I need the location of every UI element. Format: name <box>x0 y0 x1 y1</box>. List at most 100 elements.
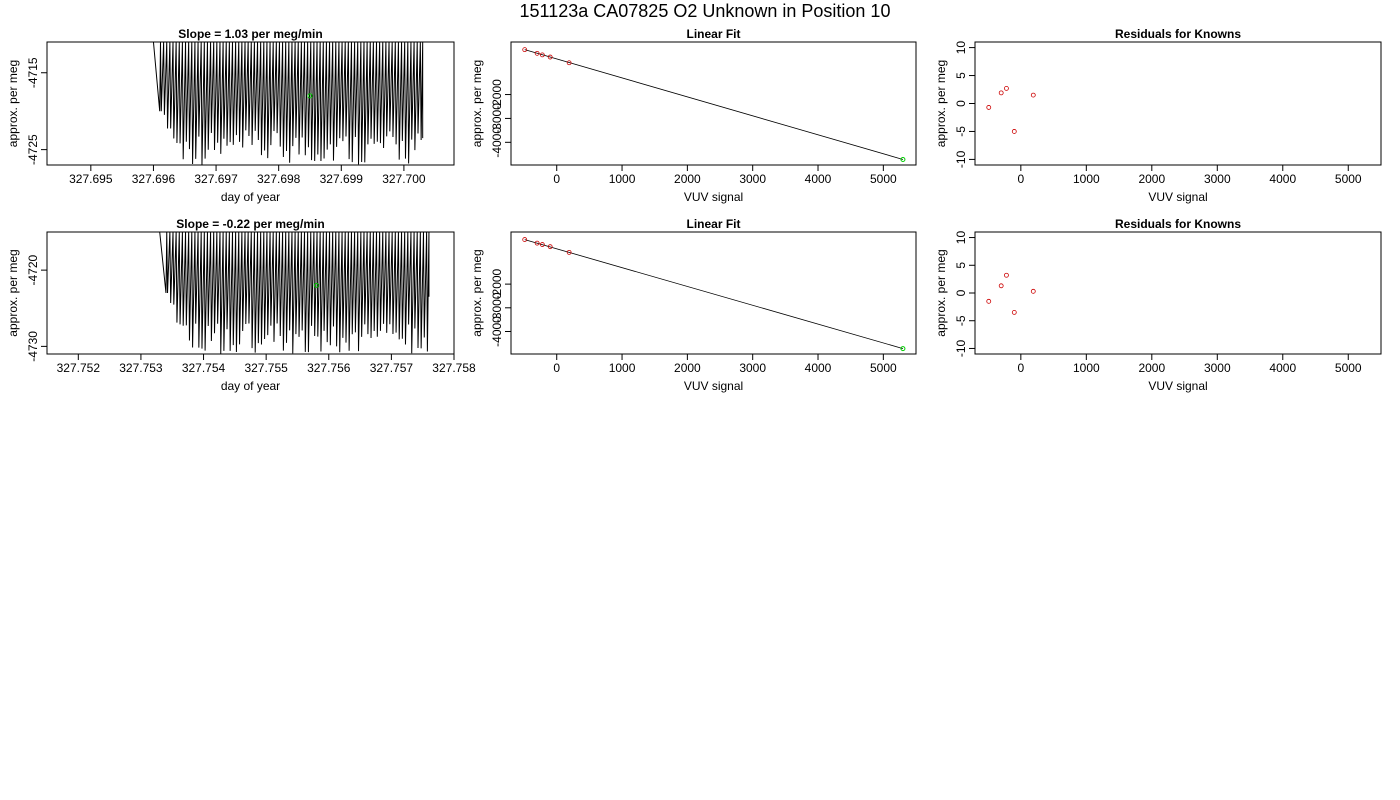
known-point <box>539 242 545 247</box>
x-tick-label: 327.757 <box>370 361 414 375</box>
y-axis-label: approx. per meg <box>6 249 20 336</box>
x-tick-label: 327.698 <box>257 172 301 186</box>
x-tick-label: 327.696 <box>132 172 176 186</box>
plot-frame <box>974 41 1382 166</box>
x-tick-label: 0 <box>553 361 560 375</box>
residual-point <box>1004 86 1009 91</box>
figure-title: 151123a CA07825 O2 Unknown in Position 1… <box>520 1 891 21</box>
x-tick-label: 327.700 <box>382 172 426 186</box>
plot-area <box>986 86 1036 134</box>
x-tick-label: 4000 <box>805 361 832 375</box>
known-point <box>522 47 528 53</box>
panel-title: Slope = -0.22 per meg/min <box>176 217 324 231</box>
x-tick-label: 5000 <box>1335 361 1362 375</box>
panel-title: Slope = 1.03 per meg/min <box>178 27 322 41</box>
timeseries-line <box>152 42 424 165</box>
x-tick-label: 327.758 <box>432 361 476 375</box>
panel-title: Residuals for Knowns <box>1115 27 1241 41</box>
y-tick-label: -3000 <box>490 103 504 134</box>
x-tick-label: 1000 <box>609 172 636 186</box>
y-tick-label: -4715 <box>26 57 40 88</box>
x-tick-label: 327.697 <box>194 172 238 186</box>
residual-point <box>986 298 992 304</box>
known-point <box>522 237 528 242</box>
x-tick-label: 0 <box>1017 172 1024 186</box>
x-tick-label: 327.755 <box>244 361 288 375</box>
x-tick-label: 4000 <box>1269 361 1296 375</box>
residual-point <box>986 105 992 110</box>
x-axis-label: day of year <box>221 379 280 393</box>
highlight-point <box>307 93 313 99</box>
y-tick-label: -2000 <box>490 79 504 110</box>
x-tick-label: 2000 <box>674 172 701 186</box>
panel-row2-residuals: Residuals for Knowns VUV signal approx. pe… <box>934 217 1382 393</box>
y-tick-label: 0 <box>954 289 968 296</box>
plot-frame <box>46 41 455 166</box>
plot-frame <box>974 231 1382 355</box>
known-point <box>539 52 545 58</box>
panel-row1-timeseries: Slope = 1.03 per meg/min day of year appro… <box>6 27 455 204</box>
x-tick-label: 327.753 <box>119 361 163 375</box>
x-axis-label: day of year <box>221 190 280 204</box>
y-tick-label: -2000 <box>490 268 504 299</box>
fit-line <box>524 239 904 349</box>
panels-group: Slope = 1.03 per meg/min day of year appro… <box>6 27 1382 393</box>
residual-point <box>1030 92 1036 98</box>
unknown-point <box>900 156 906 162</box>
x-tick-label: 1000 <box>609 361 636 375</box>
y-axis-label: approx. per meg <box>470 60 484 147</box>
timeseries-line <box>159 232 430 354</box>
fit-line <box>524 49 904 160</box>
x-tick-label: 327.699 <box>320 172 364 186</box>
panel-row1-linearfit: Linear Fit VUV signal approx. per meg 0 1000… <box>470 27 917 204</box>
known-point <box>547 54 553 60</box>
x-tick-label: 5000 <box>870 361 897 375</box>
plot-area <box>986 272 1036 315</box>
panel-row2-linearfit: Linear Fit VUV signal approx. per meg 0 1000… <box>470 217 917 393</box>
plot-area <box>522 47 906 162</box>
y-tick-label: 10 <box>954 41 968 55</box>
x-tick-label: 4000 <box>805 172 832 186</box>
x-axis-label: VUV signal <box>684 379 743 393</box>
panel-title: Linear Fit <box>686 27 740 41</box>
x-tick-label: 2000 <box>674 361 701 375</box>
y-tick-label: -10 <box>954 339 968 357</box>
known-point <box>534 50 540 56</box>
unknown-point <box>900 346 906 352</box>
plot-area <box>522 237 906 352</box>
x-tick-label: 3000 <box>739 172 766 186</box>
plot-frame <box>510 41 917 166</box>
y-tick-label: 5 <box>954 72 968 79</box>
x-tick-label: 327.695 <box>69 172 113 186</box>
y-tick-label: -10 <box>954 150 968 168</box>
plot-area <box>159 232 430 354</box>
y-axis-label: approx. per meg <box>934 249 948 336</box>
x-axis-label: VUV signal <box>1148 379 1207 393</box>
y-tick-label: 10 <box>954 231 968 245</box>
residual-point <box>1004 272 1009 278</box>
y-tick-label: -4000 <box>490 127 504 158</box>
y-tick-label: -4725 <box>26 134 40 165</box>
panel-row1-residuals: Residuals for Knowns VUV signal approx. pe… <box>934 27 1382 204</box>
x-tick-label: 2000 <box>1138 172 1165 186</box>
x-tick-label: 327.754 <box>182 361 226 375</box>
known-point <box>534 240 540 246</box>
highlight-point <box>313 282 319 288</box>
x-tick-label: 4000 <box>1269 172 1296 186</box>
x-tick-label: 327.752 <box>57 361 101 375</box>
plot-frame <box>46 231 455 355</box>
x-tick-label: 2000 <box>1138 361 1165 375</box>
y-tick-label: 0 <box>954 100 968 107</box>
y-tick-label: -4720 <box>26 254 40 285</box>
y-axis-label: approx. per meg <box>934 60 948 147</box>
panel-title: Linear Fit <box>686 217 740 231</box>
plot-area <box>152 42 424 165</box>
panel-title: Residuals for Knowns <box>1115 217 1241 231</box>
known-point <box>566 60 572 66</box>
residual-point <box>1011 310 1017 315</box>
plot-frame <box>510 231 917 355</box>
x-tick-label: 1000 <box>1073 172 1100 186</box>
panel-row2-timeseries: Slope = -0.22 per meg/min day of year appr… <box>6 217 476 393</box>
